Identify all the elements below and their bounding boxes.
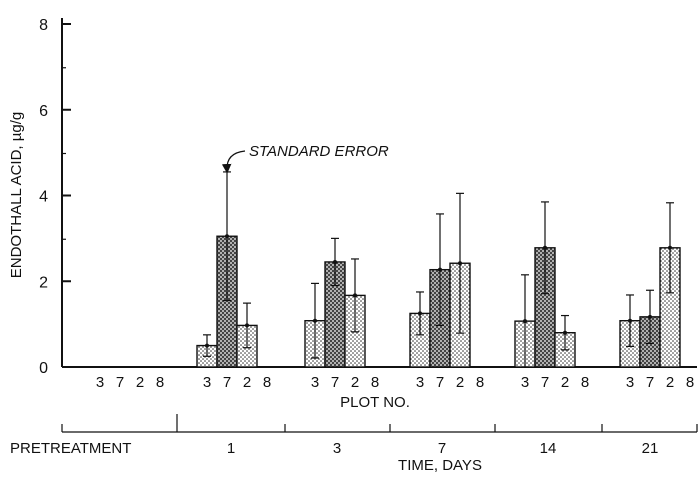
- plot-tick-label: 3: [96, 374, 104, 391]
- plot-tick-label: 3: [311, 374, 319, 391]
- standard-error-annotation: STANDARD ERROR: [221, 143, 389, 174]
- annotation-arrow: [221, 150, 246, 174]
- axes: [61, 18, 698, 433]
- plot-tick-label: 8: [686, 374, 694, 391]
- plot-tick-label: 2: [666, 374, 674, 391]
- plot-tick-label: 2: [456, 374, 464, 391]
- mean-dot: [245, 323, 249, 328]
- time-tick-label: 21: [642, 440, 659, 457]
- mean-dot: [628, 318, 632, 323]
- time-tick-label: 3: [333, 440, 341, 457]
- plot-tick-label: 3: [626, 374, 634, 391]
- mean-dot: [523, 319, 527, 324]
- plot-tick-label: 7: [436, 374, 444, 391]
- bars-layer: [196, 171, 681, 368]
- plot-tick-label: 7: [116, 374, 124, 391]
- time-tick-label: 14: [540, 440, 557, 457]
- plot-tick-label: 2: [351, 374, 359, 391]
- mean-dot: [543, 245, 547, 250]
- plot-tick-label: 7: [541, 374, 549, 391]
- plot-tick-label: 3: [521, 374, 529, 391]
- plot-tick-label: 2: [243, 374, 251, 391]
- plot-tick-label: 8: [371, 374, 379, 391]
- plot-tick-label: 8: [476, 374, 484, 391]
- mean-dot: [458, 261, 462, 266]
- plot-tick-label: 7: [223, 374, 231, 391]
- time-axis-title: TIME, DAYS: [398, 457, 482, 474]
- mean-dot: [668, 245, 672, 250]
- y-tick-label: 6: [39, 103, 48, 120]
- mean-dot: [438, 267, 442, 272]
- plot-tick-label: 2: [136, 374, 144, 391]
- time-tick-label: 1: [227, 440, 235, 457]
- time-tick-label: PRETREATMENT: [10, 440, 131, 457]
- y-axis-title: ENDOTHALL ACID, µg/g: [8, 112, 25, 278]
- mean-dot: [333, 259, 337, 264]
- y-tick-label: 4: [39, 189, 48, 206]
- plot-tick-label: 8: [263, 374, 271, 391]
- mean-dot: [648, 314, 652, 319]
- annotation-text: STANDARD ERROR: [249, 143, 389, 160]
- mean-dot: [418, 311, 422, 316]
- y-tick-label: 8: [39, 17, 48, 34]
- plot-tick-label: 2: [561, 374, 569, 391]
- plot-tick-label: 8: [156, 374, 164, 391]
- mean-dot: [313, 318, 317, 323]
- mean-dot: [205, 343, 209, 348]
- plot-tick-label: 7: [331, 374, 339, 391]
- plot-tick-label: 3: [203, 374, 211, 391]
- y-tick-label: 2: [39, 274, 48, 291]
- plot-axis-title: PLOT NO.: [340, 394, 410, 411]
- mean-dot: [225, 234, 229, 239]
- plot-tick-label: 8: [581, 374, 589, 391]
- time-tick-label: 7: [438, 440, 446, 457]
- plot-tick-label: 7: [646, 374, 654, 391]
- y-tick-label: 0: [39, 360, 48, 377]
- mean-dot: [563, 330, 567, 335]
- mean-dot: [353, 293, 357, 298]
- plot-tick-label: 3: [416, 374, 424, 391]
